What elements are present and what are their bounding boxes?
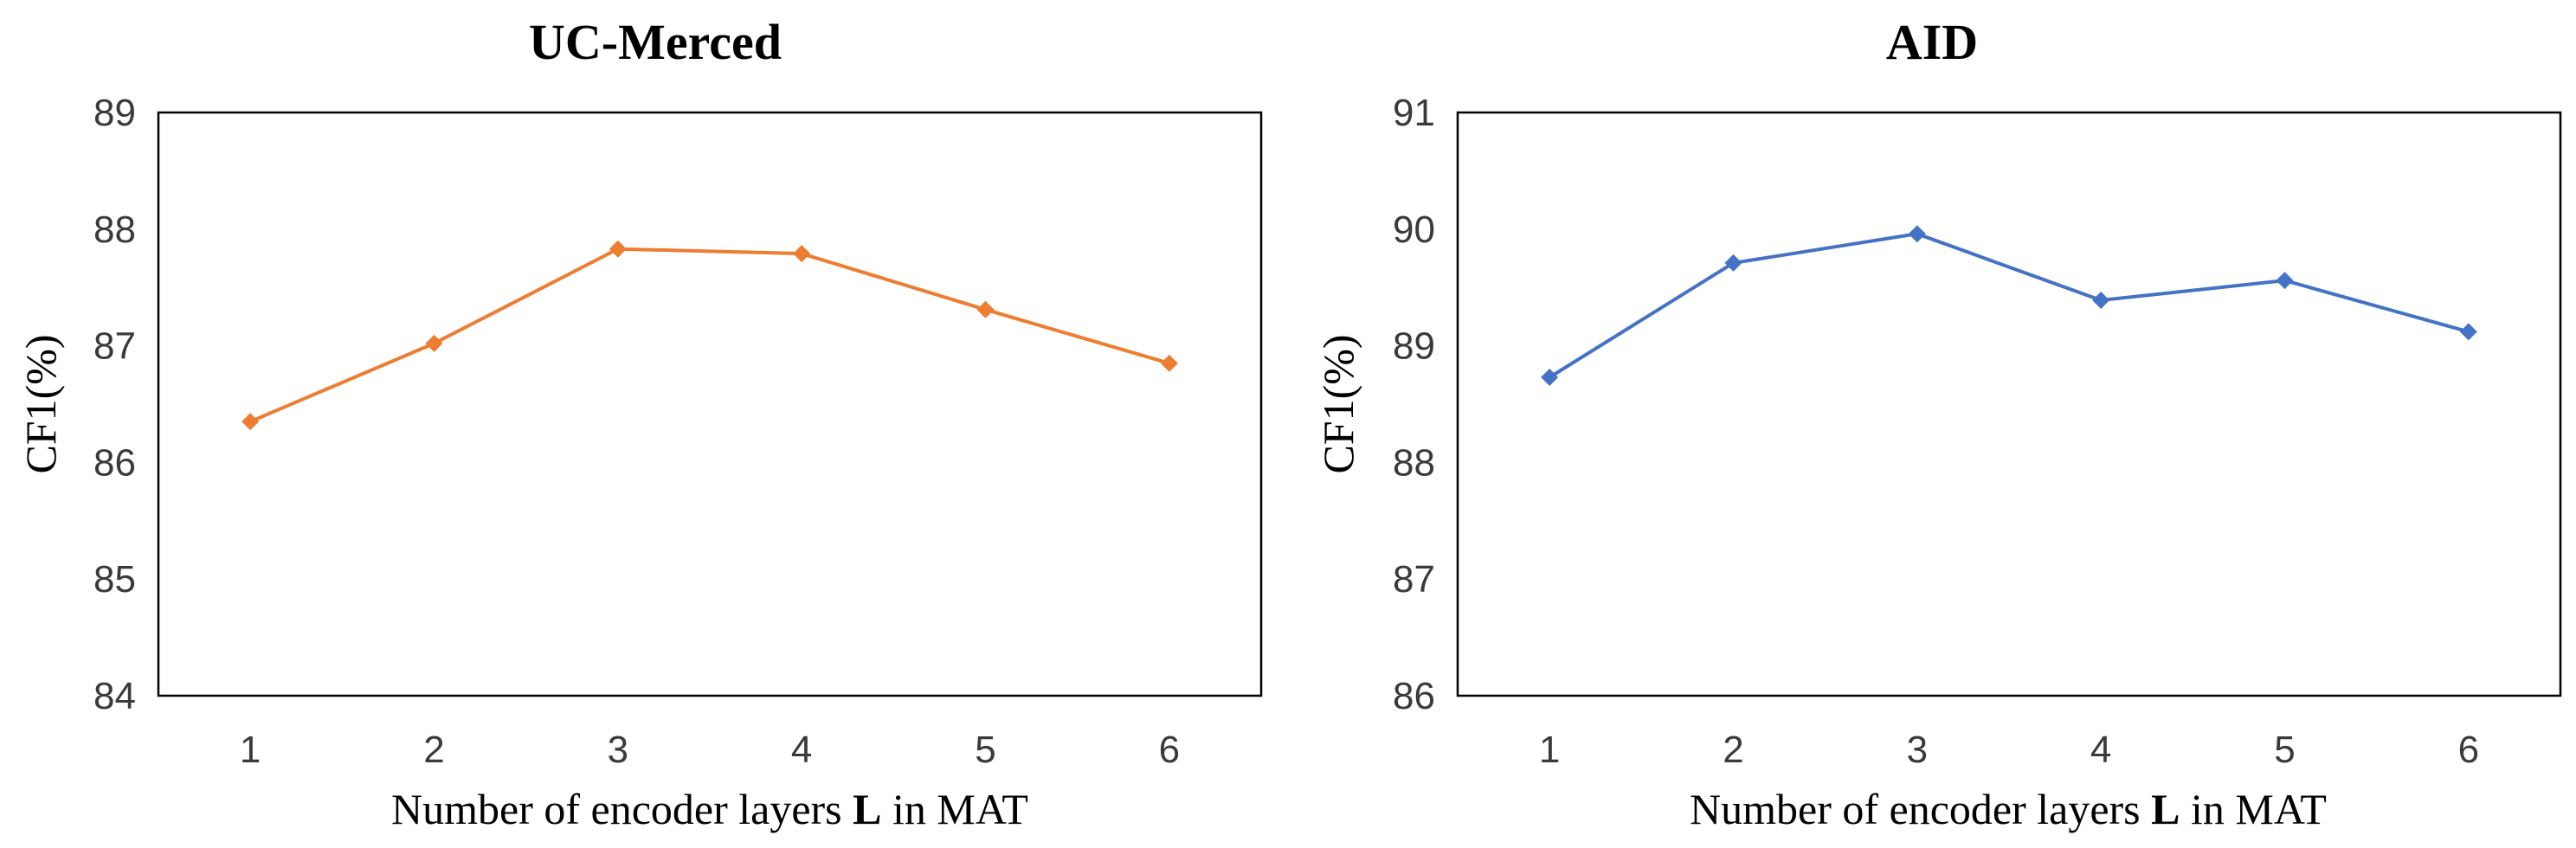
data-points <box>242 240 1178 431</box>
y-tick-label: 85 <box>93 558 136 601</box>
y-tick-label: 87 <box>93 325 136 368</box>
plot-area-frame <box>157 111 1263 697</box>
y-tick-labels: 84 85 86 87 88 89 <box>93 92 136 717</box>
x-axis-label: Number of encoder layers L in MAT <box>391 785 1028 833</box>
plot-area-frame <box>1456 111 2562 697</box>
data-point-2 <box>1724 254 1742 272</box>
series-line-uc-merced <box>249 247 1170 424</box>
x-tick-label: 2 <box>423 729 444 771</box>
x-tick-label: 6 <box>1159 729 1180 771</box>
x-axis-label-variable: L <box>2151 785 2180 833</box>
x-axis-label-variable: L <box>853 785 881 833</box>
y-tick-label: 86 <box>93 441 136 484</box>
y-tick-label: 90 <box>1393 209 1435 251</box>
y-tick-label: 89 <box>93 92 136 134</box>
y-tick-label: 86 <box>1393 675 1435 717</box>
x-tick-label: 2 <box>1723 729 1743 771</box>
x-axis-label-suffix: in MAT <box>882 785 1028 833</box>
data-point-6 <box>2459 323 2477 341</box>
chart-title: AID <box>1886 14 1978 70</box>
data-point-5 <box>976 300 995 318</box>
data-point-4 <box>2092 292 2110 310</box>
x-tick-labels: 1 2 3 4 5 6 <box>240 729 1180 771</box>
y-tick-label: 84 <box>93 675 136 717</box>
y-axis-label: CF1(%) <box>16 334 65 473</box>
chart-aid: AID 86 87 88 89 90 91 1 2 3 4 5 6 CF1(%) Number of… <box>1314 14 2562 833</box>
x-tick-label: 3 <box>1907 729 1928 771</box>
x-tick-labels: 1 2 3 4 5 6 <box>1539 729 2479 771</box>
y-tick-label: 88 <box>93 209 136 251</box>
chart-uc-merced: UC-Merced 84 85 86 87 88 89 1 2 3 4 5 6 CF1(%) Num… <box>16 14 1263 833</box>
x-tick-label: 4 <box>791 729 812 771</box>
x-tick-label: 1 <box>1539 729 1560 771</box>
data-point-1 <box>242 413 260 431</box>
data-point-3 <box>1908 225 1926 243</box>
y-axis-label: CF1(%) <box>1314 334 1362 473</box>
x-tick-label: 5 <box>975 729 995 771</box>
chart-title: UC-Merced <box>529 14 782 70</box>
x-axis-label-prefix: Number of encoder layers <box>391 785 853 833</box>
y-tick-label: 88 <box>1393 441 1435 484</box>
data-point-4 <box>793 245 811 263</box>
x-tick-label: 3 <box>608 729 628 771</box>
x-tick-label: 5 <box>2274 729 2295 771</box>
x-axis-label-suffix: in MAT <box>2180 785 2327 833</box>
data-point-6 <box>1160 354 1178 372</box>
y-tick-labels: 86 87 88 89 90 91 <box>1393 92 1435 717</box>
y-tick-label: 89 <box>1393 325 1435 368</box>
data-points <box>1541 225 2477 386</box>
x-axis-label-prefix: Number of encoder layers <box>1690 785 2151 833</box>
x-tick-label: 1 <box>240 729 261 771</box>
y-tick-label: 87 <box>1393 558 1435 601</box>
data-point-1 <box>1541 368 1559 386</box>
x-tick-label: 4 <box>2090 729 2111 771</box>
x-axis-label: Number of encoder layers L in MAT <box>1690 785 2327 833</box>
data-point-3 <box>609 240 627 258</box>
x-tick-label: 6 <box>2458 729 2479 771</box>
data-point-5 <box>2276 272 2294 290</box>
y-tick-label: 91 <box>1393 92 1435 134</box>
data-point-2 <box>425 334 443 352</box>
series-line-aid <box>1549 232 2470 379</box>
